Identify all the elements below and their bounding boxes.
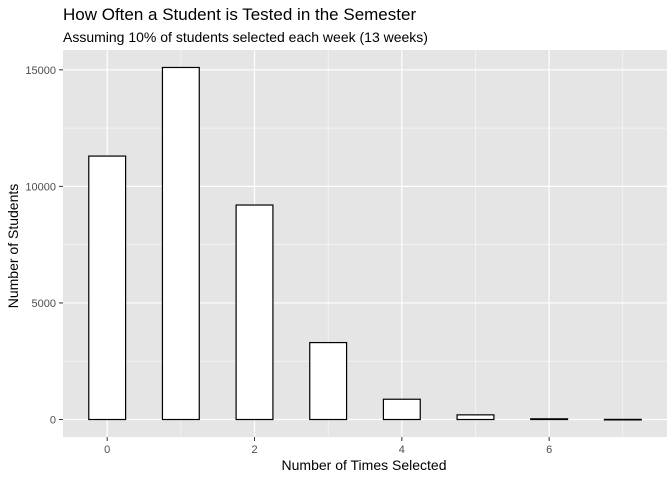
chart-title: How Often a Student is Tested in the Sem… [63,5,417,24]
bar [161,66,200,421]
bar [456,414,495,421]
y-axis-label: Number of Students [5,184,21,309]
x-axis-label: Number of Times Selected [282,457,447,473]
bar [382,398,421,421]
x-tick-label: 0 [104,444,110,456]
y-tick-label: 10000 [25,181,56,193]
y-axis: 0 5000 10000 15000 [25,65,63,427]
y-tick-label: 15000 [25,65,56,77]
y-tick-label: 0 [50,415,56,427]
bar [603,418,642,421]
x-axis: 0 2 4 6 [104,437,552,456]
bar [530,418,569,421]
y-tick-label: 5000 [32,298,56,310]
bar [309,341,348,421]
x-tick-label: 2 [251,444,257,456]
x-tick-label: 6 [546,444,552,456]
bar [88,155,127,421]
bars [88,66,642,421]
x-tick-label: 4 [399,444,405,456]
plot-panel [63,50,667,437]
chart-subtitle: Assuming 10% of students selected each w… [63,29,428,45]
bar [235,204,274,421]
